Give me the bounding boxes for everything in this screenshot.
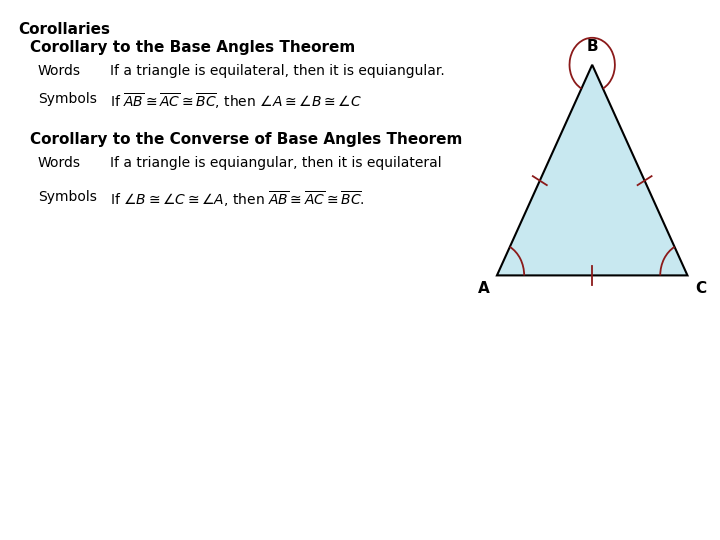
Text: C: C	[696, 281, 706, 296]
Text: A: A	[477, 281, 489, 296]
Text: If a triangle is equilateral, then it is equiangular.: If a triangle is equilateral, then it is…	[110, 64, 445, 78]
Text: If $\overline{AB}\cong\overline{AC}\cong\overline{BC}$, then $\angle A\cong\angl: If $\overline{AB}\cong\overline{AC}\cong…	[110, 92, 361, 111]
Text: Symbols: Symbols	[38, 190, 97, 204]
Text: Corollary to the Base Angles Theorem: Corollary to the Base Angles Theorem	[30, 40, 355, 55]
Text: Words: Words	[38, 156, 81, 170]
Text: Corollaries: Corollaries	[18, 22, 110, 37]
Text: B: B	[586, 39, 598, 54]
Text: If a triangle is equiangular, then it is equilateral: If a triangle is equiangular, then it is…	[110, 156, 441, 170]
Text: If $\angle B\cong\angle C\cong\angle A$, then $\overline{AB}\cong\overline{AC}\c: If $\angle B\cong\angle C\cong\angle A$,…	[110, 190, 364, 210]
Polygon shape	[497, 65, 688, 275]
Text: Symbols: Symbols	[38, 92, 97, 106]
Text: Corollary to the Converse of Base Angles Theorem: Corollary to the Converse of Base Angles…	[30, 132, 462, 147]
Text: Words: Words	[38, 64, 81, 78]
